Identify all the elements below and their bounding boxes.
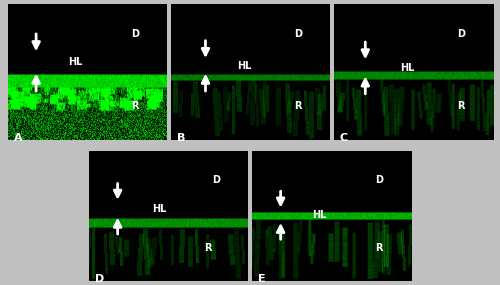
Text: D: D — [294, 29, 302, 39]
Text: R: R — [204, 243, 212, 253]
Text: R: R — [457, 101, 464, 111]
Text: C: C — [340, 133, 348, 143]
Text: R: R — [131, 101, 138, 111]
Text: HL: HL — [68, 58, 82, 68]
Text: HL: HL — [152, 204, 167, 214]
Text: D: D — [212, 175, 220, 185]
Text: R: R — [294, 101, 302, 111]
Text: D: D — [96, 274, 104, 284]
Text: HL: HL — [312, 210, 327, 220]
Text: D: D — [130, 29, 138, 39]
Text: B: B — [177, 133, 185, 143]
Text: E: E — [258, 274, 266, 284]
Text: HL: HL — [400, 63, 414, 73]
Text: HL: HL — [238, 61, 252, 71]
Text: D: D — [375, 175, 383, 185]
Text: R: R — [376, 243, 383, 253]
Text: A: A — [14, 133, 22, 143]
Text: D: D — [456, 29, 464, 39]
